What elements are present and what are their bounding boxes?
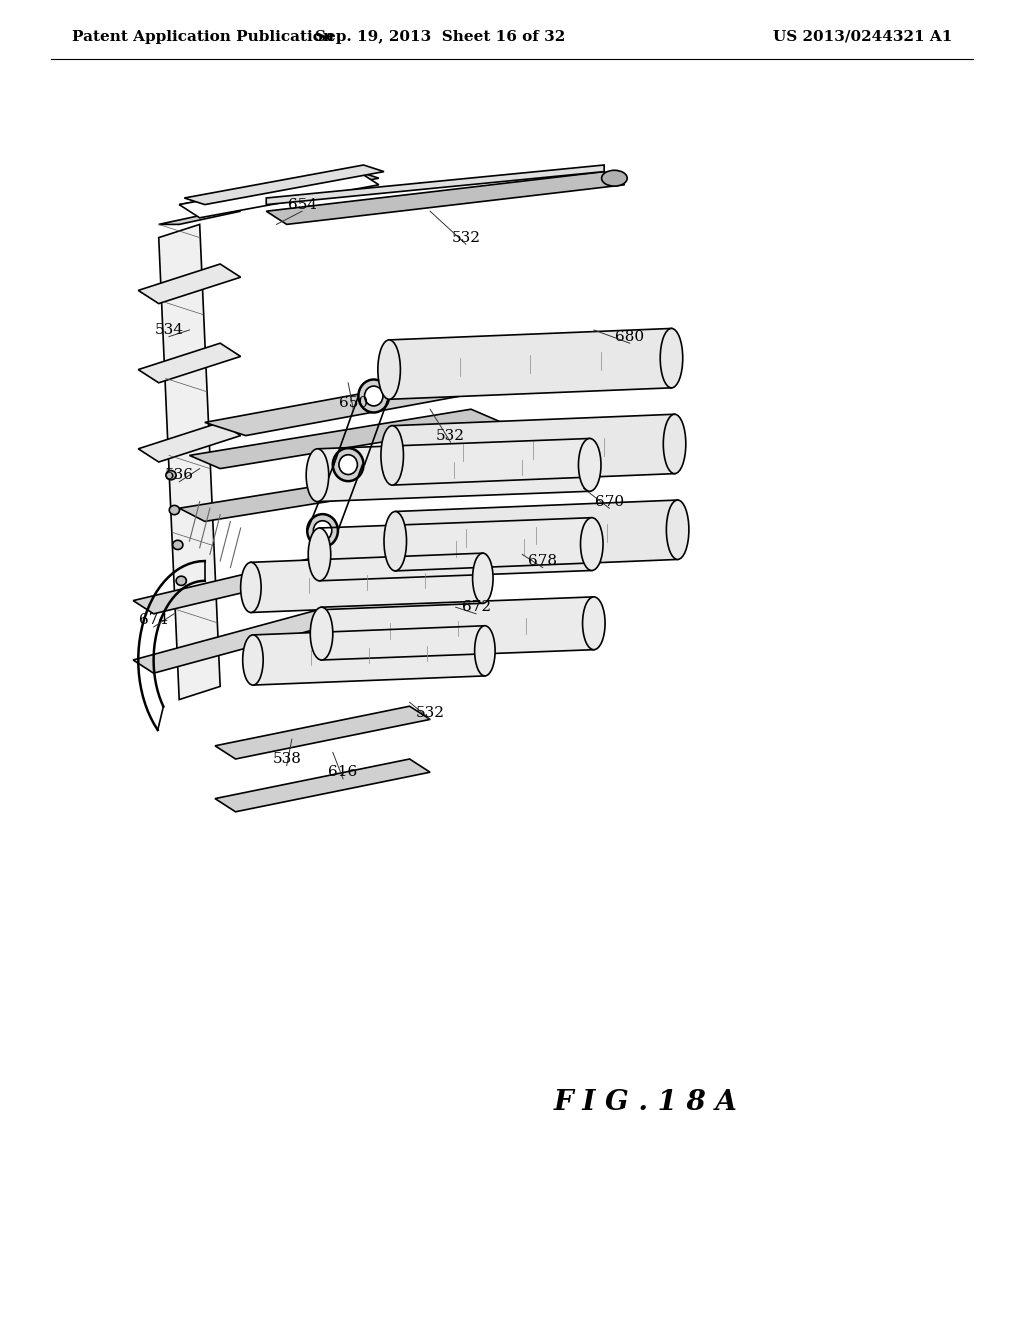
- Polygon shape: [266, 165, 604, 205]
- Polygon shape: [159, 211, 241, 224]
- Ellipse shape: [306, 449, 329, 502]
- Ellipse shape: [667, 500, 689, 560]
- Text: US 2013/0244321 A1: US 2013/0244321 A1: [773, 29, 952, 44]
- Ellipse shape: [381, 425, 403, 486]
- Text: 536: 536: [165, 469, 194, 482]
- Text: 532: 532: [452, 231, 480, 244]
- Text: Sep. 19, 2013  Sheet 16 of 32: Sep. 19, 2013 Sheet 16 of 32: [315, 29, 565, 44]
- Ellipse shape: [313, 520, 332, 541]
- Polygon shape: [215, 759, 430, 812]
- Ellipse shape: [601, 170, 627, 186]
- Polygon shape: [251, 553, 483, 612]
- Text: 680: 680: [615, 330, 644, 343]
- Polygon shape: [266, 172, 625, 224]
- Ellipse shape: [241, 562, 261, 612]
- Text: 616: 616: [329, 766, 357, 779]
- Text: 670: 670: [595, 495, 624, 508]
- Text: Patent Application Publication: Patent Application Publication: [72, 29, 334, 44]
- Polygon shape: [389, 329, 672, 399]
- Polygon shape: [189, 409, 502, 469]
- Ellipse shape: [378, 339, 400, 400]
- Ellipse shape: [664, 414, 686, 474]
- Ellipse shape: [473, 553, 494, 603]
- Ellipse shape: [308, 528, 331, 581]
- Ellipse shape: [358, 380, 389, 413]
- Polygon shape: [184, 165, 384, 205]
- Polygon shape: [179, 462, 492, 521]
- Polygon shape: [133, 554, 348, 614]
- Polygon shape: [253, 626, 485, 685]
- Text: 532: 532: [436, 429, 465, 442]
- Ellipse shape: [365, 387, 383, 407]
- Ellipse shape: [660, 329, 683, 388]
- Polygon shape: [159, 224, 220, 700]
- Ellipse shape: [333, 447, 364, 480]
- Text: F I G . 1 8 A: F I G . 1 8 A: [553, 1089, 737, 1115]
- Ellipse shape: [243, 635, 263, 685]
- Polygon shape: [138, 422, 241, 462]
- Polygon shape: [319, 517, 592, 581]
- Text: 654: 654: [288, 198, 316, 211]
- Text: 674: 674: [139, 614, 168, 627]
- Ellipse shape: [475, 626, 496, 676]
- Ellipse shape: [581, 517, 603, 570]
- Ellipse shape: [176, 576, 186, 586]
- Ellipse shape: [166, 470, 176, 479]
- Text: 532: 532: [416, 706, 444, 719]
- Polygon shape: [138, 343, 241, 383]
- Ellipse shape: [579, 438, 601, 491]
- Polygon shape: [138, 264, 241, 304]
- Polygon shape: [179, 172, 379, 218]
- Polygon shape: [215, 706, 430, 759]
- Ellipse shape: [307, 513, 338, 546]
- Ellipse shape: [583, 597, 605, 649]
- Polygon shape: [392, 414, 675, 484]
- Polygon shape: [322, 597, 594, 660]
- Ellipse shape: [173, 540, 183, 549]
- Polygon shape: [205, 370, 532, 436]
- Ellipse shape: [384, 511, 407, 572]
- Ellipse shape: [169, 506, 179, 515]
- Ellipse shape: [310, 607, 333, 660]
- Text: 534: 534: [155, 323, 183, 337]
- Ellipse shape: [339, 454, 357, 474]
- Polygon shape: [395, 500, 678, 570]
- Text: 650: 650: [339, 396, 368, 409]
- Polygon shape: [317, 438, 590, 502]
- Text: 672: 672: [462, 601, 490, 614]
- Text: 678: 678: [528, 554, 557, 568]
- Polygon shape: [179, 172, 379, 211]
- Polygon shape: [133, 607, 348, 673]
- Text: 538: 538: [272, 752, 301, 766]
